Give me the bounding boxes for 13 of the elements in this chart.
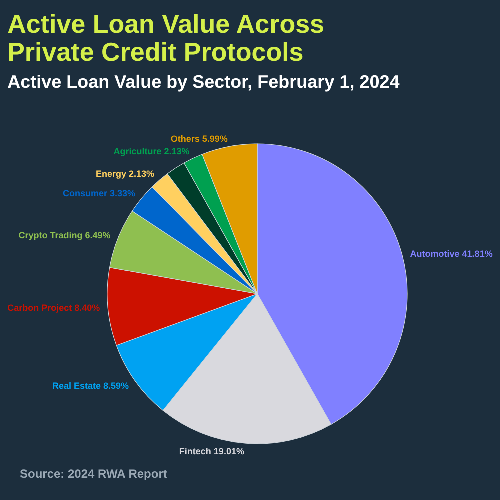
slice-label: Automotive 41.81% <box>410 248 493 259</box>
chart-subtitle: Active Loan Value by Sector, February 1, 2024 <box>8 72 400 92</box>
text: Active Loan Value Across <box>8 9 325 39</box>
slice-label: Energy 2.13% <box>96 169 154 180</box>
slice-label: Fintech 19.01% <box>179 446 244 456</box>
slice-label: Crypto Trading 6.49% <box>18 230 111 240</box>
slice-label: Agriculture 2.13% <box>114 146 190 156</box>
slice-label: Real Estate 8.59% <box>52 380 130 391</box>
text: Private Credit Protocols <box>8 37 304 67</box>
slice-label: Consumer 3.33% <box>63 188 136 199</box>
slice-label: Carbon Project 8.40% <box>8 302 100 313</box>
slice-label: Others 5.99% <box>170 134 228 144</box>
source-note: Source: 2024 RWA Report <box>20 467 168 481</box>
